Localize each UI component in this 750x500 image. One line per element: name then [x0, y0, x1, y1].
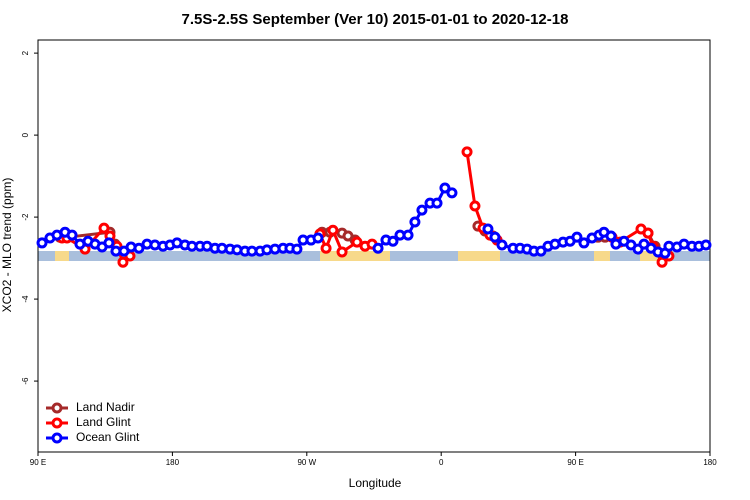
data-point [387, 235, 399, 247]
data-point [409, 216, 421, 228]
data-point [117, 256, 129, 268]
legend-item: Land Glint [46, 415, 131, 429]
data-point [372, 242, 384, 254]
data-point [578, 237, 590, 249]
data-point [482, 223, 494, 235]
data-point [446, 187, 458, 199]
legend-label: Ocean Glint [76, 430, 140, 444]
x-tick-label: 90 E [30, 458, 46, 467]
x-tick-label: 90 E [567, 458, 583, 467]
y-tick-label: -6 [21, 377, 30, 385]
data-point [291, 243, 303, 255]
data-point [103, 237, 115, 249]
x-tick-label: 0 [439, 458, 444, 467]
data-point [416, 204, 428, 216]
y-tick-label: -4 [21, 295, 30, 303]
data-point [66, 229, 78, 241]
y-tick-label: -2 [21, 213, 30, 221]
data-point [336, 246, 348, 258]
legend-marker [51, 432, 63, 444]
legend-label: Land Nadir [76, 400, 135, 414]
data-point [351, 236, 363, 248]
legend-label: Land Glint [76, 415, 131, 429]
y-axis-label: XCO2 - MLO trend (ppm) [0, 178, 14, 313]
land-patch [55, 251, 69, 261]
data-point [656, 256, 668, 268]
data-point [700, 239, 712, 251]
data-point [312, 232, 324, 244]
data-point [496, 239, 508, 251]
x-tick-label: 90 W [297, 458, 316, 467]
legend-marker [51, 417, 63, 429]
data-point [98, 222, 110, 234]
legend-marker [51, 402, 63, 414]
land-patch [594, 251, 610, 261]
chart-title: 7.5S-2.5S September (Ver 10) 2015-01-01 … [182, 11, 569, 28]
legend-item: Land Nadir [46, 400, 135, 414]
data-point [439, 182, 451, 194]
x-axis-label: Longitude [349, 476, 402, 490]
data-point [133, 242, 145, 254]
legend-item: Ocean Glint [46, 430, 140, 444]
data-point [327, 224, 339, 236]
land-strip [38, 251, 710, 261]
data-point [642, 227, 654, 239]
y-tick-label: 2 [21, 50, 30, 55]
y-tick-label: 0 [21, 132, 30, 137]
data-point [461, 146, 473, 158]
x-tick-label: 180 [166, 458, 180, 467]
land-patch [320, 251, 390, 261]
x-tick-label: 180 [703, 458, 717, 467]
data-point [535, 245, 547, 257]
data-point [320, 242, 332, 254]
data-point [402, 229, 414, 241]
data-point [36, 237, 48, 249]
data-point [431, 197, 443, 209]
data-point [469, 200, 481, 212]
land-patch [640, 251, 660, 261]
data-point [571, 231, 583, 243]
data-point [605, 230, 617, 242]
data-point [489, 231, 501, 243]
land-patch [458, 251, 500, 261]
